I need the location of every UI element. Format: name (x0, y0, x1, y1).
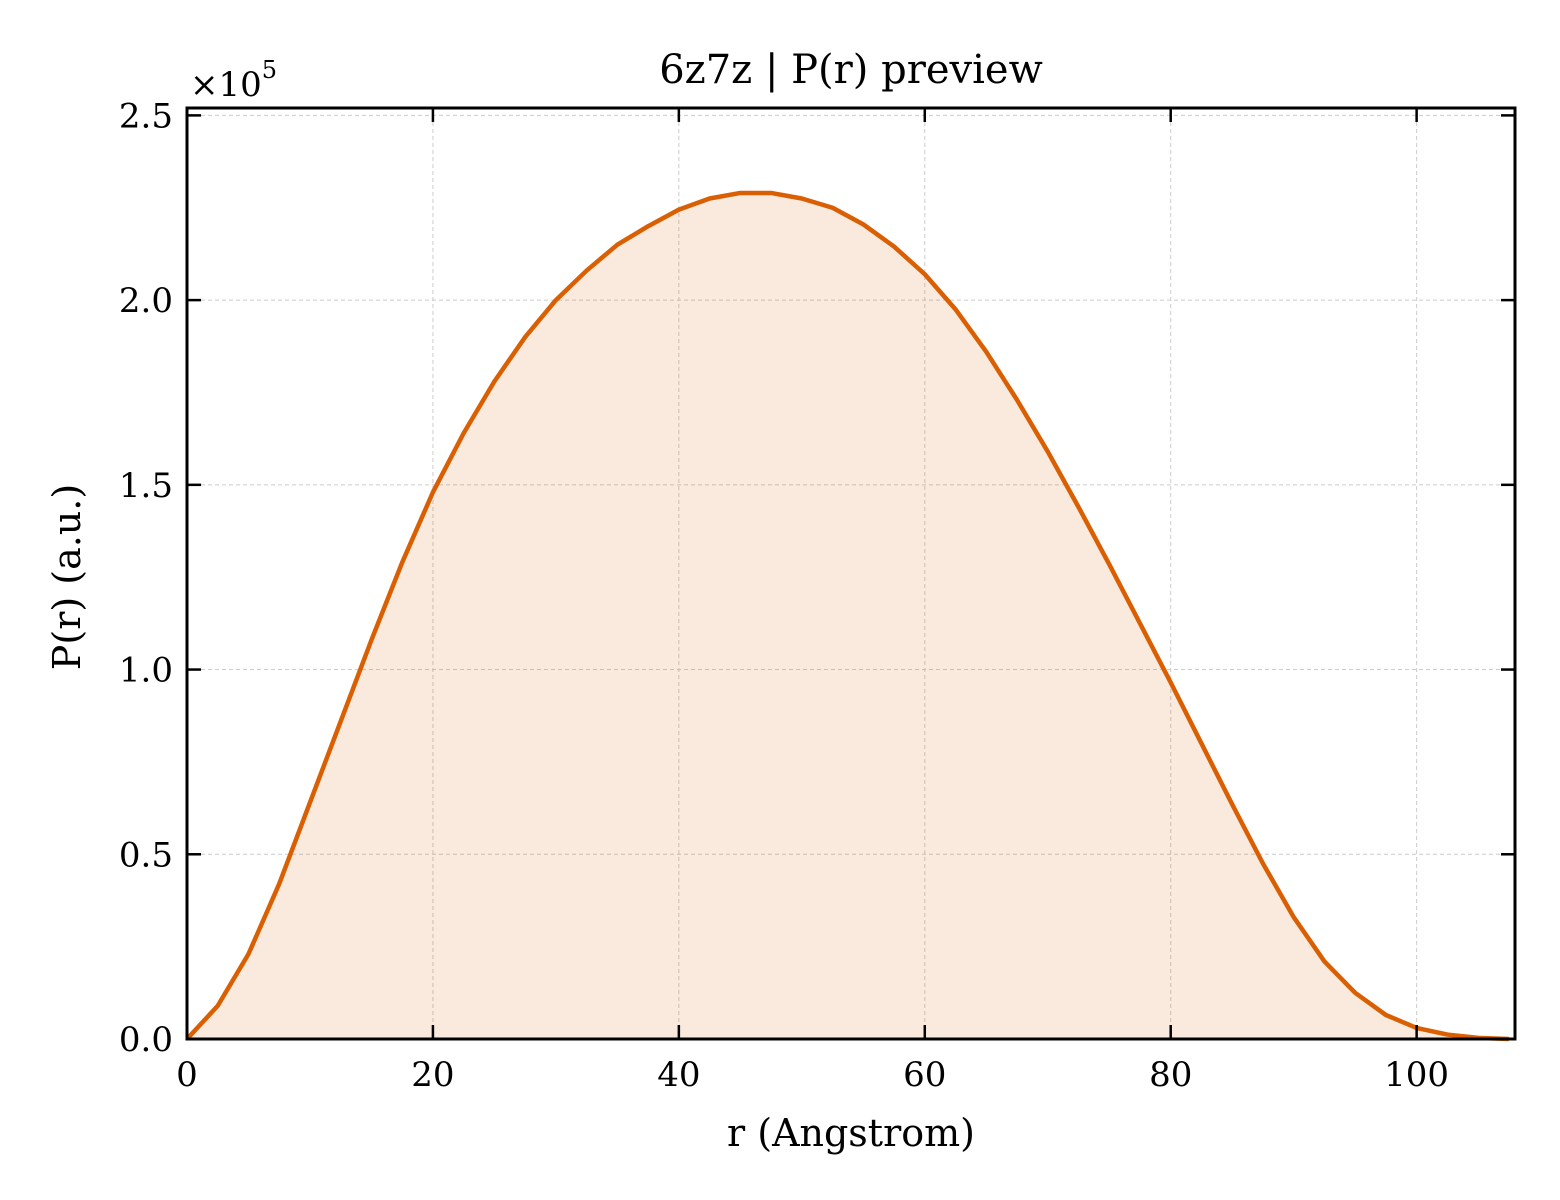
pr-series-line (185, 190, 1509, 1042)
y-tick-label: 2.5 (119, 96, 173, 136)
x-tick-label: 40 (657, 1055, 700, 1095)
pr-area-fill (187, 192, 1509, 1040)
y-tick-label: 1.0 (119, 651, 173, 691)
y-offset-base: ×10 (190, 65, 262, 105)
x-axis-label: r (Angstrom) (727, 1111, 975, 1155)
area-fill-layer (187, 192, 1509, 1040)
y-tick-label: 2.0 (119, 281, 173, 321)
y-axis-label: P(r) (a.u.) (45, 484, 89, 670)
y-tick-label: 0.0 (119, 1020, 173, 1060)
x-tick-label: 80 (1149, 1055, 1192, 1095)
tick-labels: 0 20 40 60 80 100 0.0 0.5 1.0 1.5 2.0 2.5 (119, 96, 1449, 1095)
tick-marks (185, 108, 1515, 1041)
y-offset-label: ×105 (190, 56, 277, 105)
x-tick-label: 60 (903, 1055, 946, 1095)
x-tick-label: 0 (176, 1055, 198, 1095)
x-tick-label: 20 (411, 1055, 454, 1095)
plot-frame (185, 106, 1517, 1041)
chart-title: 6z7z | P(r) preview (659, 47, 1043, 93)
y-tick-label: 0.5 (119, 835, 173, 875)
series-line-layer (185, 190, 1509, 1042)
y-tick-label: 1.5 (119, 466, 173, 506)
y-offset-exponent: 5 (262, 56, 277, 84)
x-tick-label: 100 (1384, 1055, 1449, 1095)
